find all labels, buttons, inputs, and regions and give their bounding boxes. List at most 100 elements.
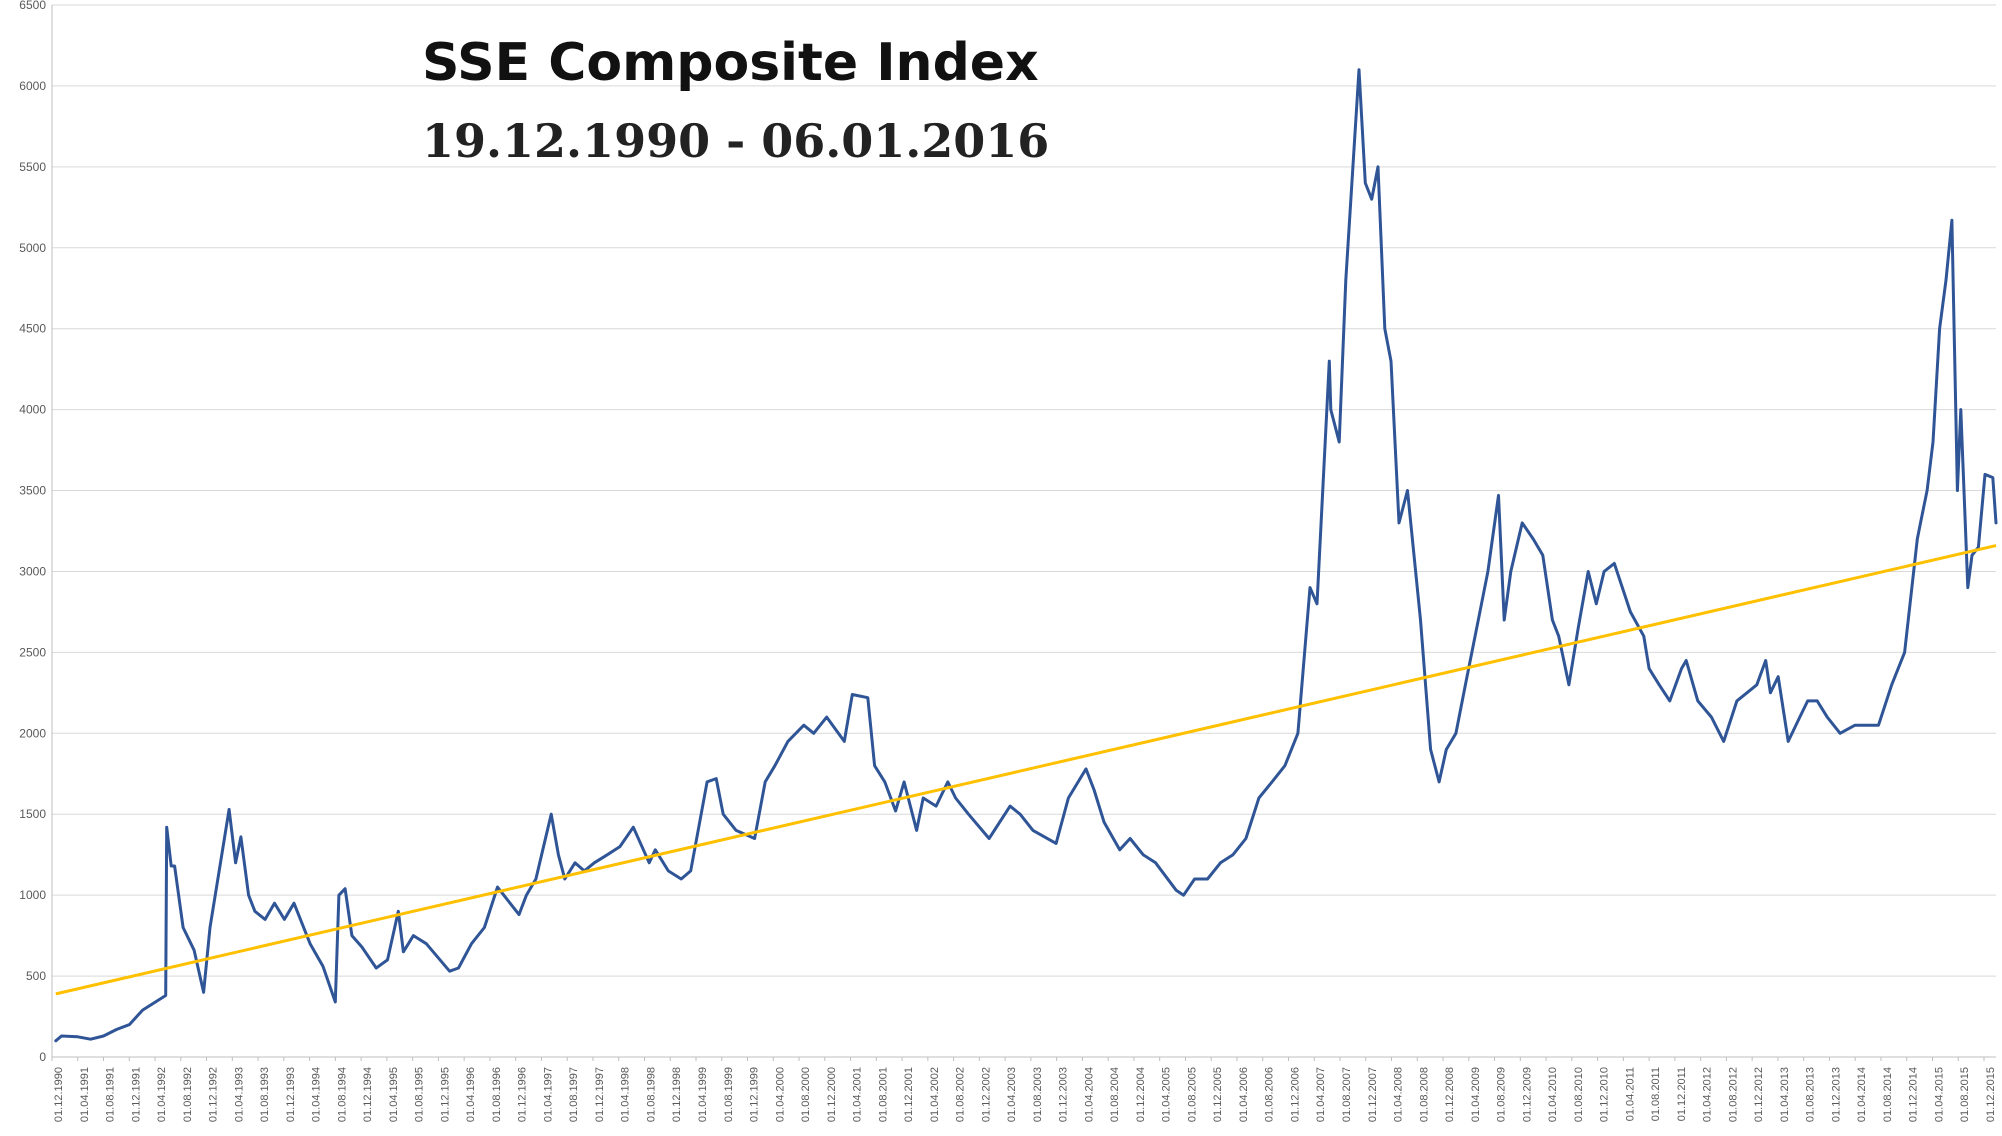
x-tick-label: 01.08.2007 bbox=[1341, 1067, 1353, 1122]
x-tick-label: 01.08.2008 bbox=[1418, 1067, 1430, 1122]
x-tick-label: 01.12.2001 bbox=[903, 1067, 915, 1122]
y-tick-label: 1000 bbox=[19, 888, 46, 902]
x-tick-label: 01.12.2004 bbox=[1135, 1067, 1147, 1122]
x-tick-label: 01.04.1996 bbox=[465, 1067, 477, 1122]
x-tick-label: 01.04.2011 bbox=[1624, 1067, 1636, 1121]
x-tick-label: 01.12.1995 bbox=[439, 1067, 451, 1122]
y-tick-label: 2000 bbox=[19, 726, 46, 740]
y-tick-label: 1500 bbox=[19, 807, 46, 821]
x-tick-label: 01.12.2006 bbox=[1289, 1067, 1301, 1122]
y-tick-label: 6000 bbox=[19, 79, 46, 93]
x-tick-label: 01.12.1999 bbox=[749, 1067, 761, 1122]
x-tick-label: 01.04.2006 bbox=[1238, 1067, 1250, 1122]
x-tick-label: 01.12.2011 bbox=[1676, 1067, 1688, 1121]
x-tick-label: 01.12.2012 bbox=[1753, 1067, 1765, 1122]
x-tick-label: 01.08.1999 bbox=[723, 1067, 735, 1122]
x-tick-label: 01.08.1992 bbox=[182, 1067, 194, 1122]
x-tick-label: 01.04.1994 bbox=[311, 1067, 323, 1122]
x-tick-label: 01.04.2010 bbox=[1547, 1067, 1559, 1122]
x-tick-label: 01.08.1991 bbox=[105, 1067, 117, 1122]
x-tick-label: 01.04.2012 bbox=[1702, 1067, 1714, 1122]
x-tick-label: 01.04.2007 bbox=[1315, 1067, 1327, 1122]
x-tick-label: 01.12.2013 bbox=[1830, 1067, 1842, 1122]
x-tick-label: 01.12.2000 bbox=[826, 1067, 838, 1122]
x-tick-label: 01.04.1993 bbox=[233, 1067, 245, 1122]
y-tick-label: 2500 bbox=[19, 645, 46, 659]
x-tick-label: 01.08.2001 bbox=[877, 1067, 889, 1122]
x-tick-label: 01.12.1993 bbox=[285, 1067, 297, 1122]
y-tick-label: 4500 bbox=[19, 322, 46, 336]
x-tick-label: 01.12.2009 bbox=[1521, 1067, 1533, 1122]
x-tick-label: 01.04.1995 bbox=[388, 1067, 400, 1122]
x-tick-label: 01.04.2008 bbox=[1393, 1067, 1405, 1122]
x-tick-label: 01.08.2014 bbox=[1882, 1067, 1894, 1122]
x-tick-label: 01.04.2004 bbox=[1083, 1067, 1095, 1122]
x-tick-label: 01.08.1996 bbox=[491, 1067, 503, 1122]
x-tick-label: 01.08.2012 bbox=[1727, 1067, 1739, 1122]
x-tick-label: 01.12.2015 bbox=[1985, 1067, 1997, 1122]
x-tick-label: 01.08.2000 bbox=[800, 1067, 812, 1122]
y-axis: 0 500 1000 1500 2000 2500 3000 3500 4000 4500 5000… bbox=[19, 0, 53, 1064]
x-tick-label: 01.12.1998 bbox=[671, 1067, 683, 1122]
y-tick-label: 3500 bbox=[19, 484, 46, 498]
x-tick-label: 01.12.2007 bbox=[1367, 1067, 1379, 1122]
x-tick-label: 01.04.2013 bbox=[1779, 1067, 1791, 1122]
x-tick-label: 01.04.2015 bbox=[1933, 1067, 1945, 1122]
x-tick-label: 01.12.2002 bbox=[980, 1067, 992, 1122]
x-tick-label: 01.08.1994 bbox=[336, 1067, 348, 1122]
x-tick-label: 01.08.1998 bbox=[645, 1067, 657, 1122]
x-tick-label: 01.08.2010 bbox=[1573, 1067, 1585, 1122]
x-tick-label: 01.12.1990 bbox=[53, 1067, 65, 1122]
y-tick-label: 3000 bbox=[19, 564, 46, 578]
x-tick-label: 01.12.1997 bbox=[594, 1067, 606, 1122]
y-tick-label: 5500 bbox=[19, 160, 46, 174]
x-tick-label: 01.08.2015 bbox=[1959, 1067, 1971, 1122]
x-tick-label: 01.12.2003 bbox=[1058, 1067, 1070, 1122]
chart-subtitle: 19.12.1990 - 06.01.2016 bbox=[422, 114, 1049, 168]
x-tick-label: 01.12.1991 bbox=[130, 1067, 142, 1122]
x-tick-label: 01.04.2009 bbox=[1470, 1067, 1482, 1122]
x-tick-label: 01.04.1998 bbox=[620, 1067, 632, 1122]
x-tick-label: 01.08.2003 bbox=[1032, 1067, 1044, 1122]
x-tick-label: 01.08.2013 bbox=[1805, 1067, 1817, 1122]
trend-line bbox=[55, 544, 1997, 996]
x-tick-label: 01.08.2006 bbox=[1264, 1067, 1276, 1122]
y-tick-label: 6500 bbox=[19, 0, 46, 12]
x-tick-label: 01.12.1994 bbox=[362, 1067, 374, 1122]
x-tick-label: 01.04.1999 bbox=[697, 1067, 709, 1122]
chart-title: SSE Composite Index bbox=[422, 33, 1039, 93]
x-tick-label: 01.04.1991 bbox=[79, 1067, 91, 1122]
x-tick-label: 01.04.2014 bbox=[1856, 1067, 1868, 1122]
x-tick-label: 01.04.2002 bbox=[929, 1067, 941, 1122]
x-tick-label: 01.12.1996 bbox=[517, 1067, 529, 1122]
gridlines bbox=[52, 4, 1996, 1058]
y-tick-label: 500 bbox=[26, 969, 46, 983]
x-tick-label: 01.04.2001 bbox=[852, 1067, 864, 1122]
y-tick-label: 0 bbox=[39, 1050, 46, 1064]
x-tick-label: 01.04.2000 bbox=[774, 1067, 786, 1122]
x-tick-label: 01.12.2005 bbox=[1212, 1067, 1224, 1122]
x-tick-label: 01.12.2010 bbox=[1599, 1067, 1611, 1122]
series-line-sse-index bbox=[54, 68, 1998, 1043]
series-layer bbox=[54, 68, 1998, 1043]
y-tick-label: 4000 bbox=[19, 403, 46, 417]
x-tick-label: 01.04.1997 bbox=[542, 1067, 554, 1122]
x-tick-label: 01.08.2011 bbox=[1650, 1067, 1662, 1121]
x-tick-label: 01.08.2005 bbox=[1186, 1067, 1198, 1122]
x-tick-label: 01.08.2002 bbox=[955, 1067, 967, 1122]
x-tick-label: 01.08.1995 bbox=[414, 1067, 426, 1122]
x-tick-label: 01.04.2005 bbox=[1161, 1067, 1173, 1122]
x-tick-label: 01.04.1992 bbox=[156, 1067, 168, 1122]
x-tick-label: 01.08.2009 bbox=[1496, 1067, 1508, 1122]
x-axis: 01.12.1990 01.04.1991 01.08.1991 01.12.1991… bbox=[51, 1056, 1997, 1122]
x-tick-label: 01.12.2014 bbox=[1908, 1067, 1920, 1122]
x-tick-label: 01.12.2008 bbox=[1444, 1067, 1456, 1122]
x-tick-label: 01.08.1993 bbox=[259, 1067, 271, 1122]
y-tick-label: 5000 bbox=[19, 241, 46, 255]
x-tick-label: 01.12.1992 bbox=[208, 1067, 220, 1122]
x-tick-label: 01.08.2004 bbox=[1109, 1067, 1121, 1122]
x-tick-label: 01.04.2003 bbox=[1006, 1067, 1018, 1122]
x-tick-label: 01.08.1997 bbox=[568, 1067, 580, 1122]
